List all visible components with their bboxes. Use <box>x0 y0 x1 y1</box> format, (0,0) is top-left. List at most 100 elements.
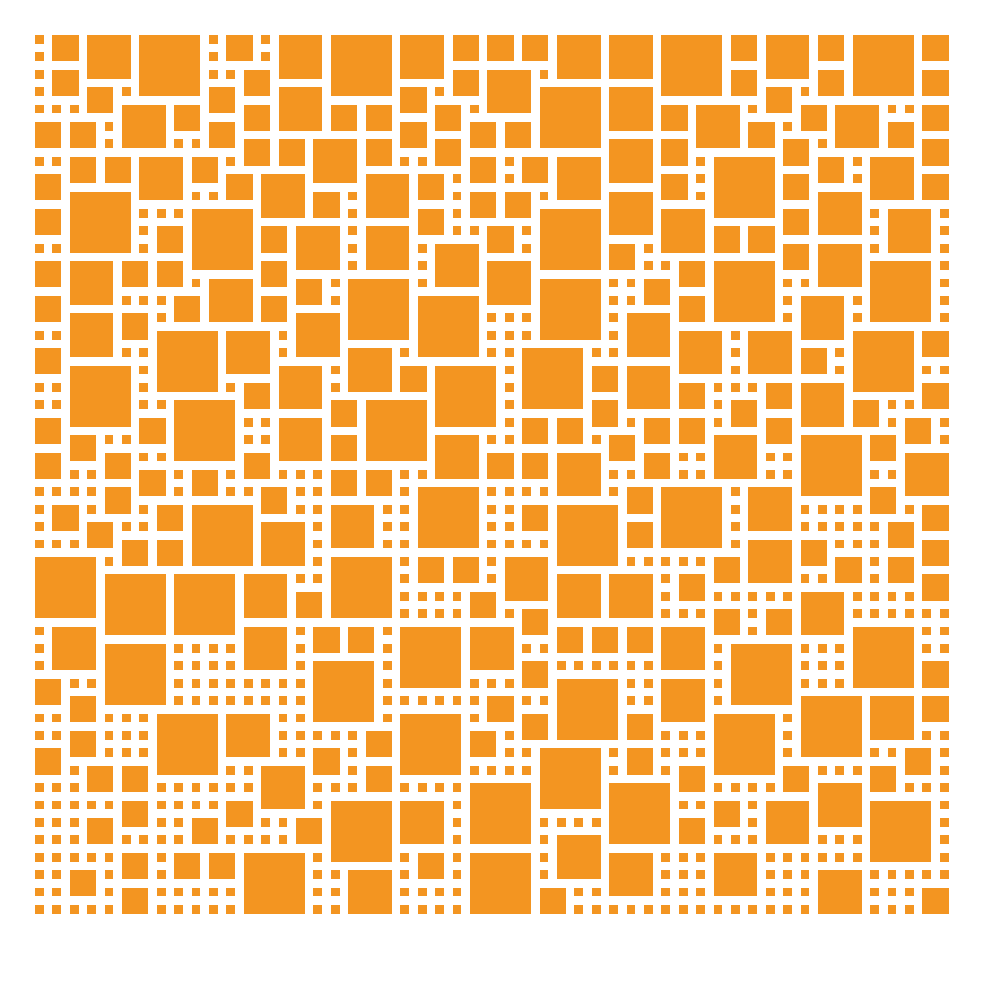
small-square <box>818 661 827 671</box>
large-square <box>35 557 96 618</box>
large-square <box>522 156 549 183</box>
large-square <box>487 696 514 723</box>
large-square <box>156 261 183 288</box>
small-square <box>835 661 845 671</box>
small-square <box>870 209 879 218</box>
large-square <box>644 452 671 479</box>
large-square <box>818 156 845 183</box>
small-square <box>887 609 897 618</box>
small-square <box>52 400 62 410</box>
small-square <box>104 435 114 444</box>
small-square <box>174 487 183 497</box>
small-square <box>470 696 479 705</box>
large-square <box>870 800 932 862</box>
small-square <box>52 713 62 723</box>
small-square <box>400 522 410 531</box>
small-square <box>504 417 514 427</box>
small-square <box>156 452 166 462</box>
small-square <box>661 887 671 897</box>
small-square <box>731 835 740 845</box>
small-square <box>400 539 410 549</box>
small-square <box>52 818 62 827</box>
large-square <box>539 887 566 914</box>
large-square <box>557 504 618 566</box>
small-square <box>383 678 392 688</box>
large-square <box>748 487 792 531</box>
small-square <box>748 800 758 810</box>
small-square <box>191 191 201 201</box>
small-square <box>296 661 305 671</box>
small-square <box>609 661 618 671</box>
small-square <box>87 800 96 810</box>
small-square <box>226 905 236 914</box>
large-square <box>922 696 949 723</box>
small-square <box>748 818 758 827</box>
small-square <box>470 226 479 236</box>
small-square <box>939 365 949 375</box>
large-square <box>296 591 323 618</box>
small-square <box>174 139 183 149</box>
small-square <box>487 487 497 497</box>
large-square <box>922 104 949 131</box>
small-square <box>261 52 270 62</box>
small-square <box>905 870 914 879</box>
large-square <box>348 278 410 340</box>
small-square <box>939 435 949 444</box>
small-square <box>139 209 149 218</box>
large-square <box>348 626 375 653</box>
large-square <box>922 574 949 601</box>
large-square <box>365 765 392 792</box>
large-square <box>69 435 96 462</box>
small-square <box>278 696 288 705</box>
small-square <box>539 696 549 705</box>
small-square <box>504 609 514 618</box>
small-square <box>313 783 323 792</box>
small-square <box>852 852 862 862</box>
large-square <box>313 139 357 183</box>
small-square <box>835 835 845 845</box>
large-square <box>539 87 601 149</box>
small-square <box>504 748 514 758</box>
small-square <box>678 609 688 618</box>
large-square <box>330 504 375 549</box>
small-square <box>417 783 427 792</box>
large-square <box>191 156 218 183</box>
large-square <box>522 348 584 410</box>
small-square <box>191 800 201 810</box>
small-square <box>661 731 671 740</box>
small-square <box>122 713 131 723</box>
large-square <box>330 104 357 131</box>
small-square <box>226 383 236 392</box>
large-square <box>800 591 845 636</box>
small-square <box>783 852 792 862</box>
small-square <box>452 870 462 879</box>
small-square <box>922 731 932 740</box>
small-square <box>383 696 392 705</box>
large-square <box>35 678 62 705</box>
small-square <box>922 783 932 792</box>
large-square <box>487 261 531 305</box>
large-square <box>243 104 270 131</box>
large-square <box>800 348 827 375</box>
small-square <box>626 278 636 288</box>
small-square <box>818 522 827 531</box>
small-square <box>678 452 688 462</box>
large-square <box>174 296 201 323</box>
small-square <box>678 557 688 566</box>
large-square <box>487 35 514 62</box>
small-square <box>487 678 497 688</box>
large-square <box>731 400 758 427</box>
large-square <box>52 69 79 96</box>
large-square <box>504 122 531 149</box>
small-square <box>52 156 62 166</box>
large-square <box>313 661 375 723</box>
small-square <box>174 835 183 845</box>
large-square <box>661 35 723 96</box>
small-square <box>661 591 671 601</box>
small-square <box>296 644 305 653</box>
large-square <box>609 783 671 845</box>
small-square <box>156 887 166 897</box>
small-square <box>939 226 949 236</box>
small-square <box>122 835 131 845</box>
